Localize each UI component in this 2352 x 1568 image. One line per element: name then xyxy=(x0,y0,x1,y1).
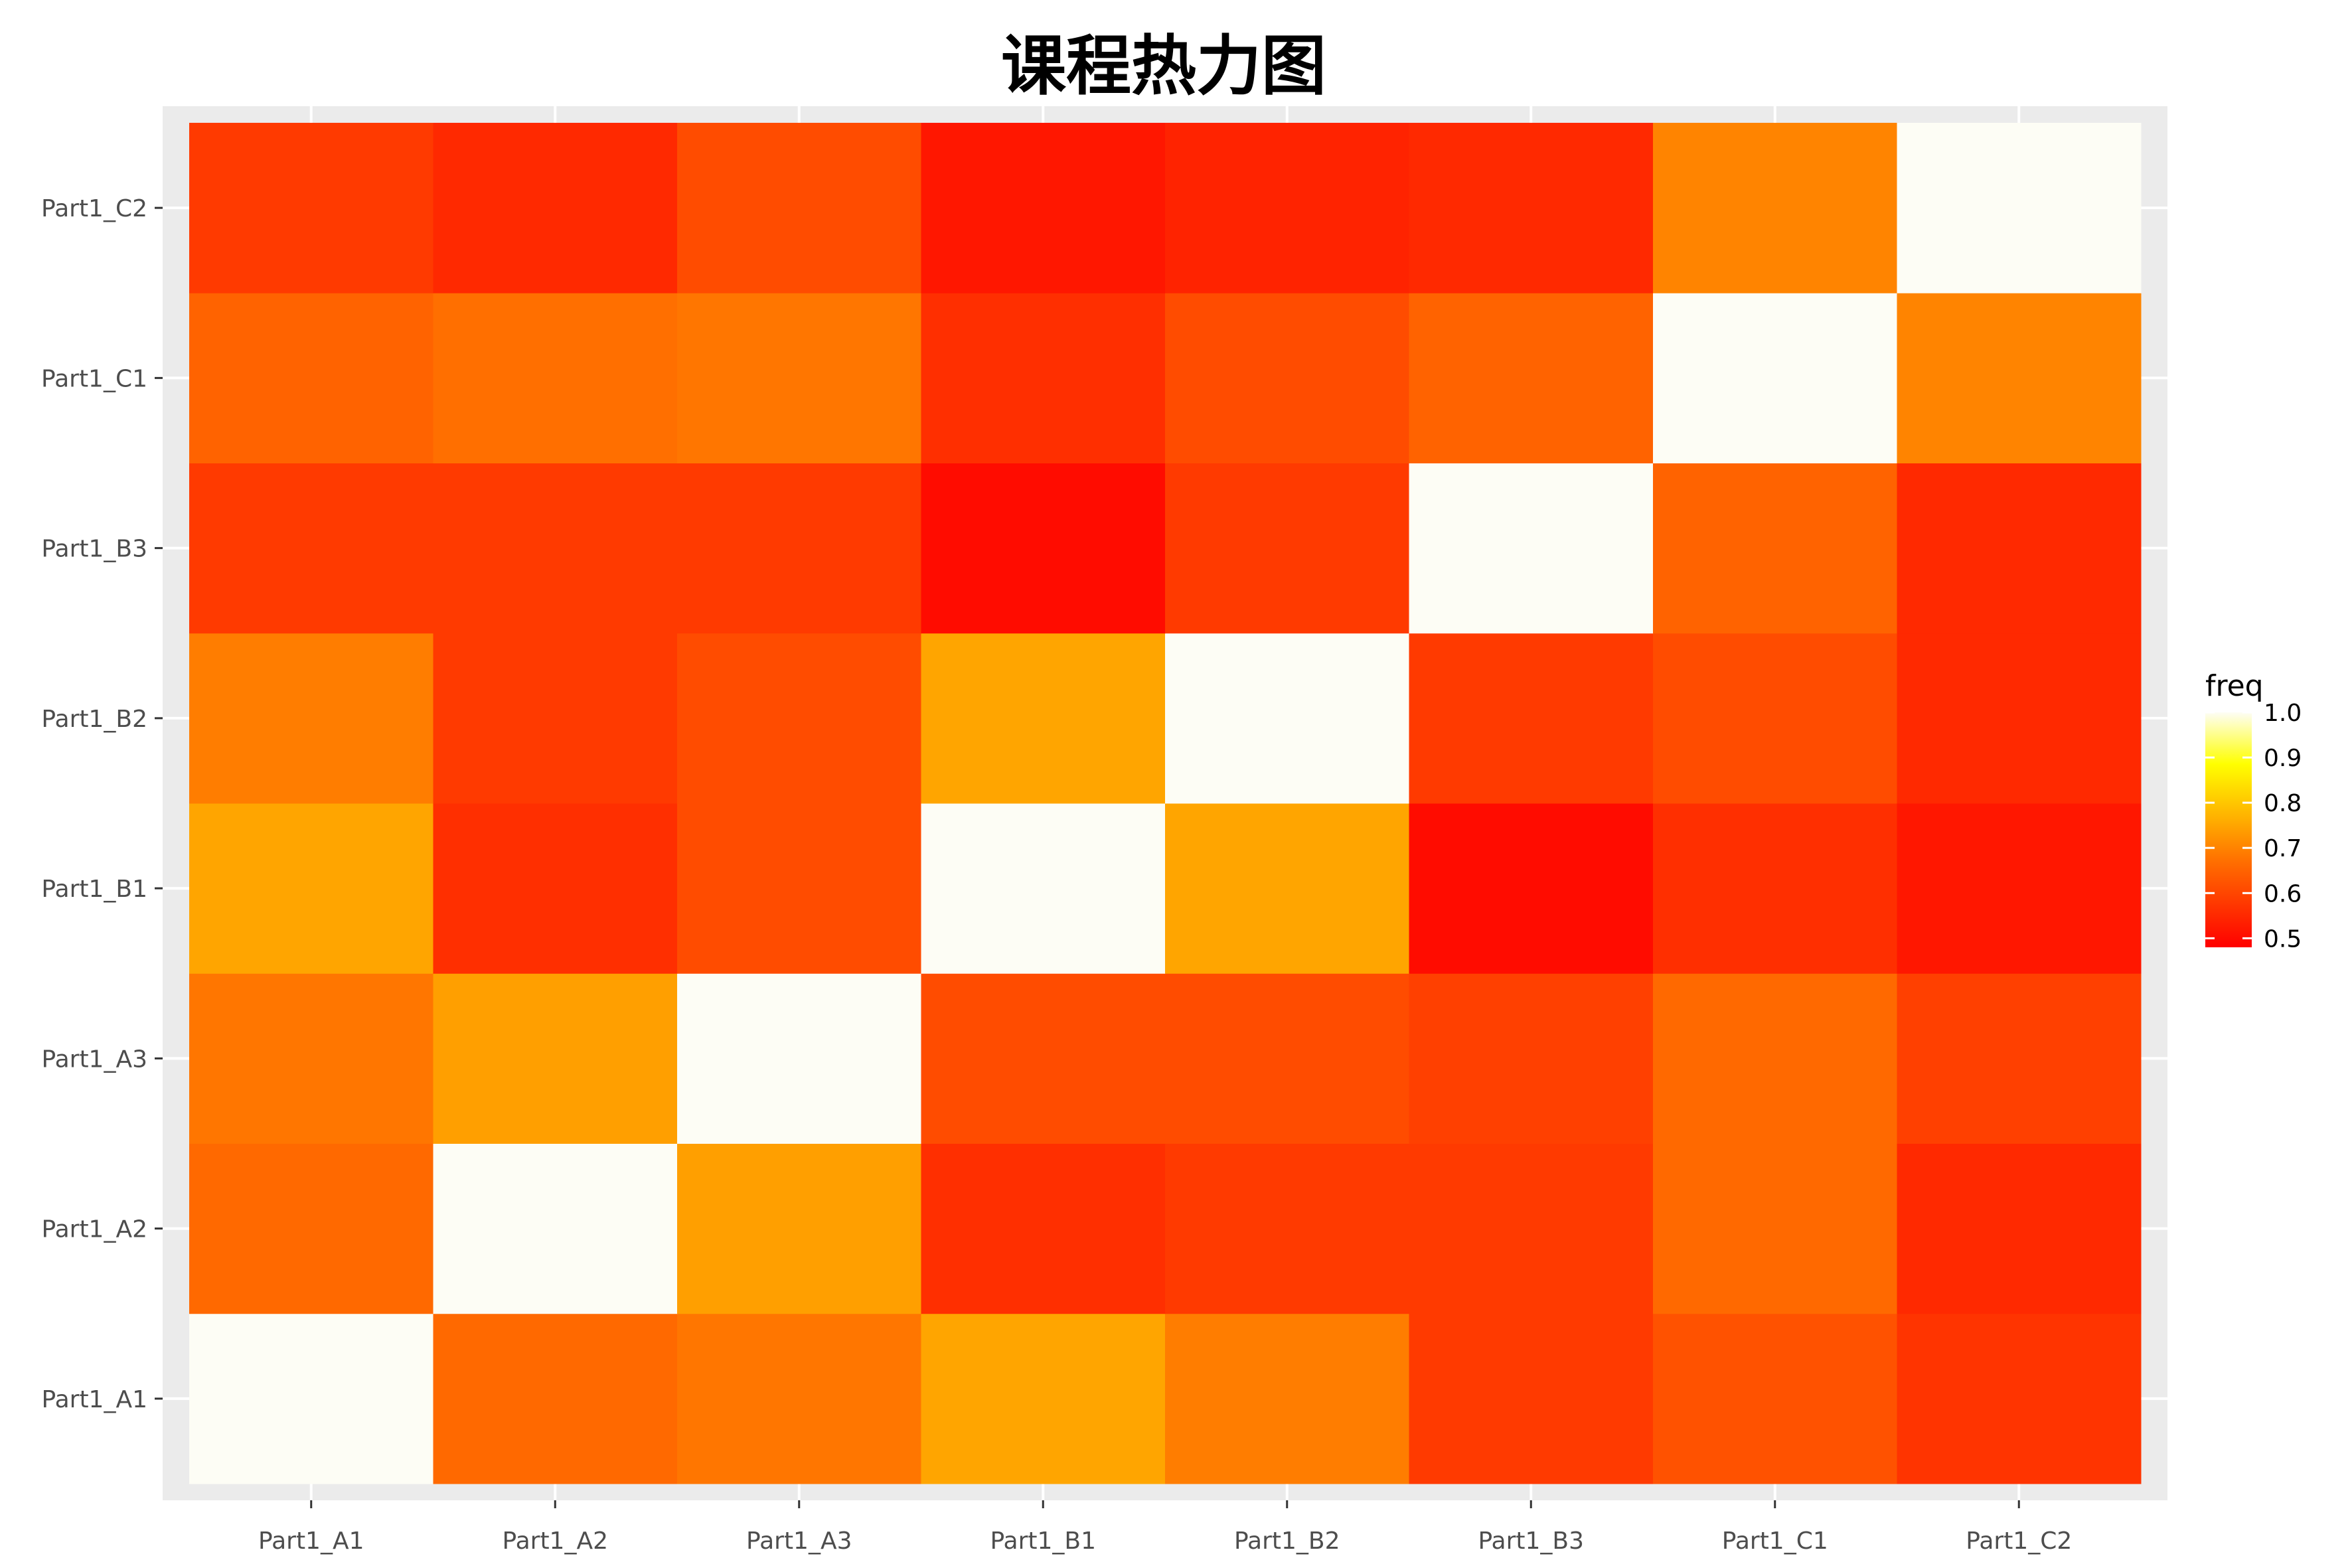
color-legend: freq 1.0 0.9 0.8 0.7 0.6 0.5 xyxy=(2205,669,2302,953)
heatmap-cell-Part1_C1-Part1_B3 xyxy=(1409,293,1654,463)
x-tick-label: Part1_B1 xyxy=(990,1528,1096,1555)
heatmap-cell-Part1_B2-Part1_B3 xyxy=(1409,633,1654,804)
heatmap-cell-Part1_B1-Part1_B1 xyxy=(921,803,1166,974)
heatmap-cell-Part1_A1-Part1_B1 xyxy=(921,1313,1166,1484)
heatmap-cell-Part1_A2-Part1_A3 xyxy=(677,1143,921,1314)
legend-tick-label: 0.9 xyxy=(2264,745,2302,772)
heatmap-cell-Part1_A2-Part1_B2 xyxy=(1165,1143,1409,1314)
heatmap-cell-Part1_B2-Part1_C2 xyxy=(1897,633,2142,804)
heatmap-cell-Part1_A1-Part1_A2 xyxy=(433,1313,678,1484)
chart-title: 课程热力图 xyxy=(1001,29,1326,104)
heatmap-cell-Part1_B2-Part1_A1 xyxy=(189,633,433,804)
x-tick-label: Part1_B3 xyxy=(1478,1528,1584,1555)
x-tick-label: Part1_C2 xyxy=(1966,1528,2072,1555)
heatmap-cell-Part1_C1-Part1_C1 xyxy=(1653,293,1897,463)
y-tick-label: Part1_A2 xyxy=(41,1216,147,1243)
heatmap-cell-Part1_B2-Part1_B1 xyxy=(921,633,1166,804)
legend-tick-label: 0.6 xyxy=(2264,880,2302,907)
legend-ticks: 1.0 0.9 0.8 0.7 0.6 0.5 xyxy=(2205,700,2302,953)
heatmap-cell-Part1_C1-Part1_A3 xyxy=(677,293,921,463)
heatmap-cell-Part1_B1-Part1_B3 xyxy=(1409,803,1654,974)
heatmap-cell-Part1_B1-Part1_A1 xyxy=(189,803,433,974)
x-tick-label: Part1_A1 xyxy=(258,1528,364,1555)
heatmap-cell-Part1_C2-Part1_A1 xyxy=(189,123,433,293)
heatmap-cell-Part1_B3-Part1_B2 xyxy=(1165,463,1409,634)
y-tick-label: Part1_B1 xyxy=(41,876,147,903)
heatmap-cell-Part1_B1-Part1_A2 xyxy=(433,803,678,974)
x-axis-ticks: Part1_A1 Part1_A2 Part1_A3 Part1_B1 Part1_B2… xyxy=(258,1500,2072,1555)
heatmap-cell-Part1_B3-Part1_A1 xyxy=(189,463,433,634)
heatmap-cell-Part1_B3-Part1_A3 xyxy=(677,463,921,634)
legend-tick-label: 1.0 xyxy=(2264,700,2302,727)
heatmap-cells xyxy=(189,123,2142,1484)
heatmap-cell-Part1_A3-Part1_B2 xyxy=(1165,973,1409,1144)
heatmap-cell-Part1_B3-Part1_A2 xyxy=(433,463,678,634)
heatmap-cell-Part1_A3-Part1_B1 xyxy=(921,973,1166,1144)
heatmap-cell-Part1_A2-Part1_B1 xyxy=(921,1143,1166,1314)
heatmap-cell-Part1_A3-Part1_A3 xyxy=(677,973,921,1144)
heatmap-cell-Part1_C2-Part1_B3 xyxy=(1409,123,1654,293)
y-tick-label: Part1_C2 xyxy=(41,195,147,222)
heatmap-cell-Part1_C2-Part1_A3 xyxy=(677,123,921,293)
heatmap-cell-Part1_B3-Part1_C2 xyxy=(1897,463,2142,634)
heatmap-cell-Part1_C1-Part1_B2 xyxy=(1165,293,1409,463)
heatmap-cell-Part1_C2-Part1_B1 xyxy=(921,123,1166,293)
legend-tick-label: 0.5 xyxy=(2264,925,2302,953)
heatmap-cell-Part1_A3-Part1_A1 xyxy=(189,973,433,1144)
heatmap-cell-Part1_C1-Part1_B1 xyxy=(921,293,1166,463)
y-tick-label: Part1_A3 xyxy=(41,1046,147,1073)
heatmap-cell-Part1_A1-Part1_C1 xyxy=(1653,1313,1897,1484)
heatmap-cell-Part1_A1-Part1_A1 xyxy=(189,1313,433,1484)
heatmap-cell-Part1_B2-Part1_B2 xyxy=(1165,633,1409,804)
x-tick-label: Part1_A2 xyxy=(502,1528,608,1555)
heatmap-cell-Part1_B1-Part1_C1 xyxy=(1653,803,1897,974)
heatmap-cell-Part1_A3-Part1_A2 xyxy=(433,973,678,1144)
heatmap-cell-Part1_B3-Part1_B1 xyxy=(921,463,1166,634)
heatmap-cell-Part1_A1-Part1_A3 xyxy=(677,1313,921,1484)
y-tick-label: Part1_A1 xyxy=(41,1386,147,1413)
heatmap-cell-Part1_C2-Part1_C2 xyxy=(1897,123,2142,293)
heatmap-cell-Part1_C1-Part1_A1 xyxy=(189,293,433,463)
x-tick-label: Part1_C1 xyxy=(1722,1528,1828,1555)
heatmap-cell-Part1_A1-Part1_C2 xyxy=(1897,1313,2142,1484)
heatmap-cell-Part1_B2-Part1_C1 xyxy=(1653,633,1897,804)
heatmap-cell-Part1_B1-Part1_B2 xyxy=(1165,803,1409,974)
heatmap-cell-Part1_A2-Part1_B3 xyxy=(1409,1143,1654,1314)
heatmap-cell-Part1_A2-Part1_A2 xyxy=(433,1143,678,1314)
legend-title: freq xyxy=(2205,669,2264,703)
heatmap-cell-Part1_C1-Part1_A2 xyxy=(433,293,678,463)
x-tick-label: Part1_A3 xyxy=(746,1528,852,1555)
heatmap-cell-Part1_C2-Part1_A2 xyxy=(433,123,678,293)
heatmap-cell-Part1_A2-Part1_C2 xyxy=(1897,1143,2142,1314)
heatmap-cell-Part1_A1-Part1_B3 xyxy=(1409,1313,1654,1484)
heatmap-cell-Part1_C2-Part1_B2 xyxy=(1165,123,1409,293)
heatmap-cell-Part1_A3-Part1_C2 xyxy=(1897,973,2142,1144)
y-tick-label: Part1_C1 xyxy=(41,365,147,392)
heatmap-cell-Part1_B1-Part1_C2 xyxy=(1897,803,2142,974)
legend-colorbar xyxy=(2205,712,2252,947)
heatmap-cell-Part1_B3-Part1_C1 xyxy=(1653,463,1897,634)
heatmap-cell-Part1_C1-Part1_C2 xyxy=(1897,293,2142,463)
heatmap-cell-Part1_A2-Part1_C1 xyxy=(1653,1143,1897,1314)
x-tick-label: Part1_B2 xyxy=(1234,1528,1340,1555)
heatmap-cell-Part1_A3-Part1_C1 xyxy=(1653,973,1897,1144)
heatmap-cell-Part1_B1-Part1_A3 xyxy=(677,803,921,974)
y-tick-label: Part1_B3 xyxy=(41,536,147,563)
heatmap-cell-Part1_A3-Part1_B3 xyxy=(1409,973,1654,1144)
y-tick-label: Part1_B2 xyxy=(41,706,147,733)
heatmap-cell-Part1_B3-Part1_B3 xyxy=(1409,463,1654,634)
legend-tick-label: 0.8 xyxy=(2264,790,2302,817)
heatmap-cell-Part1_B2-Part1_A3 xyxy=(677,633,921,804)
y-axis-ticks: Part1_A1 Part1_A2 Part1_A3 Part1_B1 Part1_B2… xyxy=(41,195,163,1413)
legend-tick-label: 0.7 xyxy=(2264,835,2302,862)
heatmap-cell-Part1_A2-Part1_A1 xyxy=(189,1143,433,1314)
heatmap-cell-Part1_C2-Part1_C1 xyxy=(1653,123,1897,293)
heatmap-cell-Part1_A1-Part1_B2 xyxy=(1165,1313,1409,1484)
heatmap-cell-Part1_B2-Part1_A2 xyxy=(433,633,678,804)
